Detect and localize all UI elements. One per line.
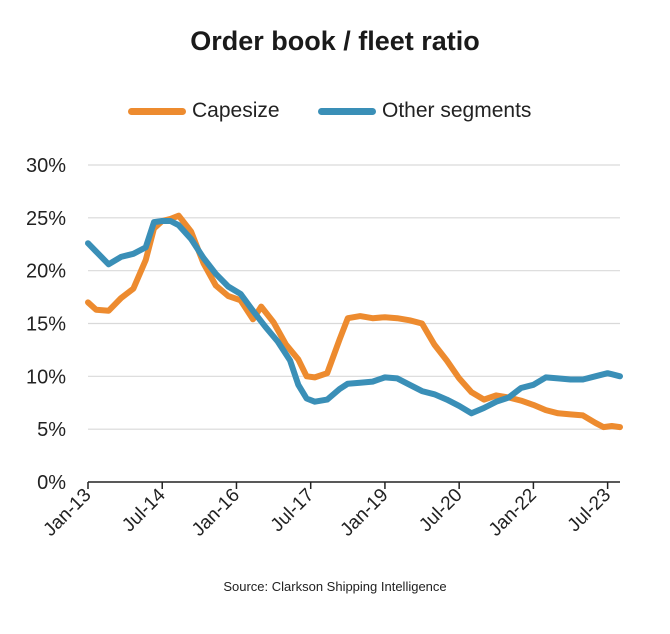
series-line-other-segments xyxy=(85,218,623,417)
chart-title: Order book / fleet ratio xyxy=(190,26,480,56)
legend-swatch-other-segments xyxy=(318,107,376,115)
x-tick-label: Jul-23 xyxy=(564,485,615,536)
legend-label-capesize: Capesize xyxy=(192,99,280,122)
legend: Capesize Other segments xyxy=(0,96,670,126)
y-tick-label: 25% xyxy=(26,208,66,230)
x-tick-label: Jul-17 xyxy=(267,485,318,536)
x-tick-label: Jan-19 xyxy=(337,485,393,541)
x-tick-label: Jul-14 xyxy=(118,484,170,536)
y-tick-label: 30% xyxy=(26,155,66,177)
y-tick-label: 0% xyxy=(37,472,66,494)
legend-swatch-capesize xyxy=(128,107,186,115)
x-tick-label: Jul-20 xyxy=(415,485,466,536)
y-tick-label: 20% xyxy=(26,261,66,283)
legend-item-other-segments: Other segments xyxy=(318,96,531,126)
source-note: Source: Clarkson Shipping Intelligence xyxy=(223,579,447,594)
legend-label-other-segments: Other segments xyxy=(382,99,532,122)
y-tick-label: 5% xyxy=(37,419,66,441)
y-tick-label: 10% xyxy=(26,366,66,388)
x-tick-label: Jan-22 xyxy=(485,485,541,541)
x-tick-label: Jan-16 xyxy=(188,485,244,541)
y-tick-label: 15% xyxy=(26,314,66,336)
legend-item-capesize: Capesize xyxy=(128,96,280,126)
series-line-capesize xyxy=(85,212,623,431)
